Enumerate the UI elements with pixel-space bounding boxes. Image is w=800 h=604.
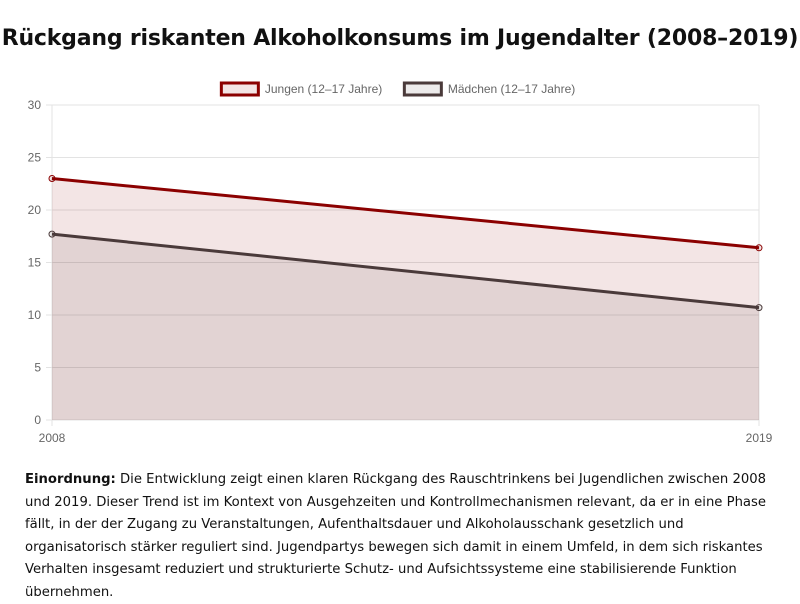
x-tick-label: 2019 (746, 431, 773, 445)
chart-title: Rückgang riskanten Alkoholkonsums im Jug… (1, 26, 799, 51)
series-lines (51, 177, 760, 310)
legend-item-1[interactable]: Jungen (12–17 Jahre) (219, 81, 382, 97)
y-tick-label: 0 (34, 413, 41, 427)
note-label: Einordnung: (25, 472, 116, 487)
series-line-1 (51, 177, 760, 250)
series-area-2 (52, 234, 759, 420)
note-paragraph: Einordnung: Die Entwicklung zeigt einen … (25, 469, 785, 604)
legend-label: Mädchen (12–17 Jahre) (448, 82, 575, 96)
y-tick-label: 30 (28, 98, 42, 112)
y-tick-label: 15 (28, 256, 42, 270)
y-tick-label: 25 (28, 151, 42, 165)
y-tick-label: 5 (34, 361, 41, 375)
series-line-2 (51, 232, 760, 310)
legend-swatch (402, 81, 443, 97)
gridlines (46, 104, 760, 426)
x-axis: 2008 2019 (39, 431, 773, 445)
chart-legend[interactable]: Jungen (12–17 Jahre) Mädchen (12–17 Jahre… (219, 81, 575, 97)
data-point[interactable] (48, 230, 56, 238)
legend-swatch (219, 81, 260, 97)
data-point[interactable] (755, 244, 763, 252)
series-area-1 (52, 178, 759, 420)
data-point[interactable] (755, 304, 763, 312)
x-tick-label: 2008 (39, 431, 66, 445)
y-axis: 0 5 10 15 20 25 30 (28, 98, 42, 427)
legend-item-2[interactable]: Mädchen (12–17 Jahre) (402, 81, 575, 97)
area-chart: Jungen (12–17 Jahre) Mädchen (12–17 Jahre… (28, 81, 773, 445)
y-tick-label: 10 (28, 308, 42, 322)
chart-area: Jungen (12–17 Jahre) Mädchen (12–17 Jahre… (0, 70, 800, 450)
y-tick-label: 20 (28, 203, 42, 217)
note-text: Die Entwicklung zeigt einen klaren Rückg… (25, 472, 767, 600)
data-point[interactable] (48, 175, 56, 182)
series-points (48, 175, 763, 312)
legend-label: Jungen (12–17 Jahre) (265, 82, 382, 96)
series-areas (52, 178, 759, 420)
